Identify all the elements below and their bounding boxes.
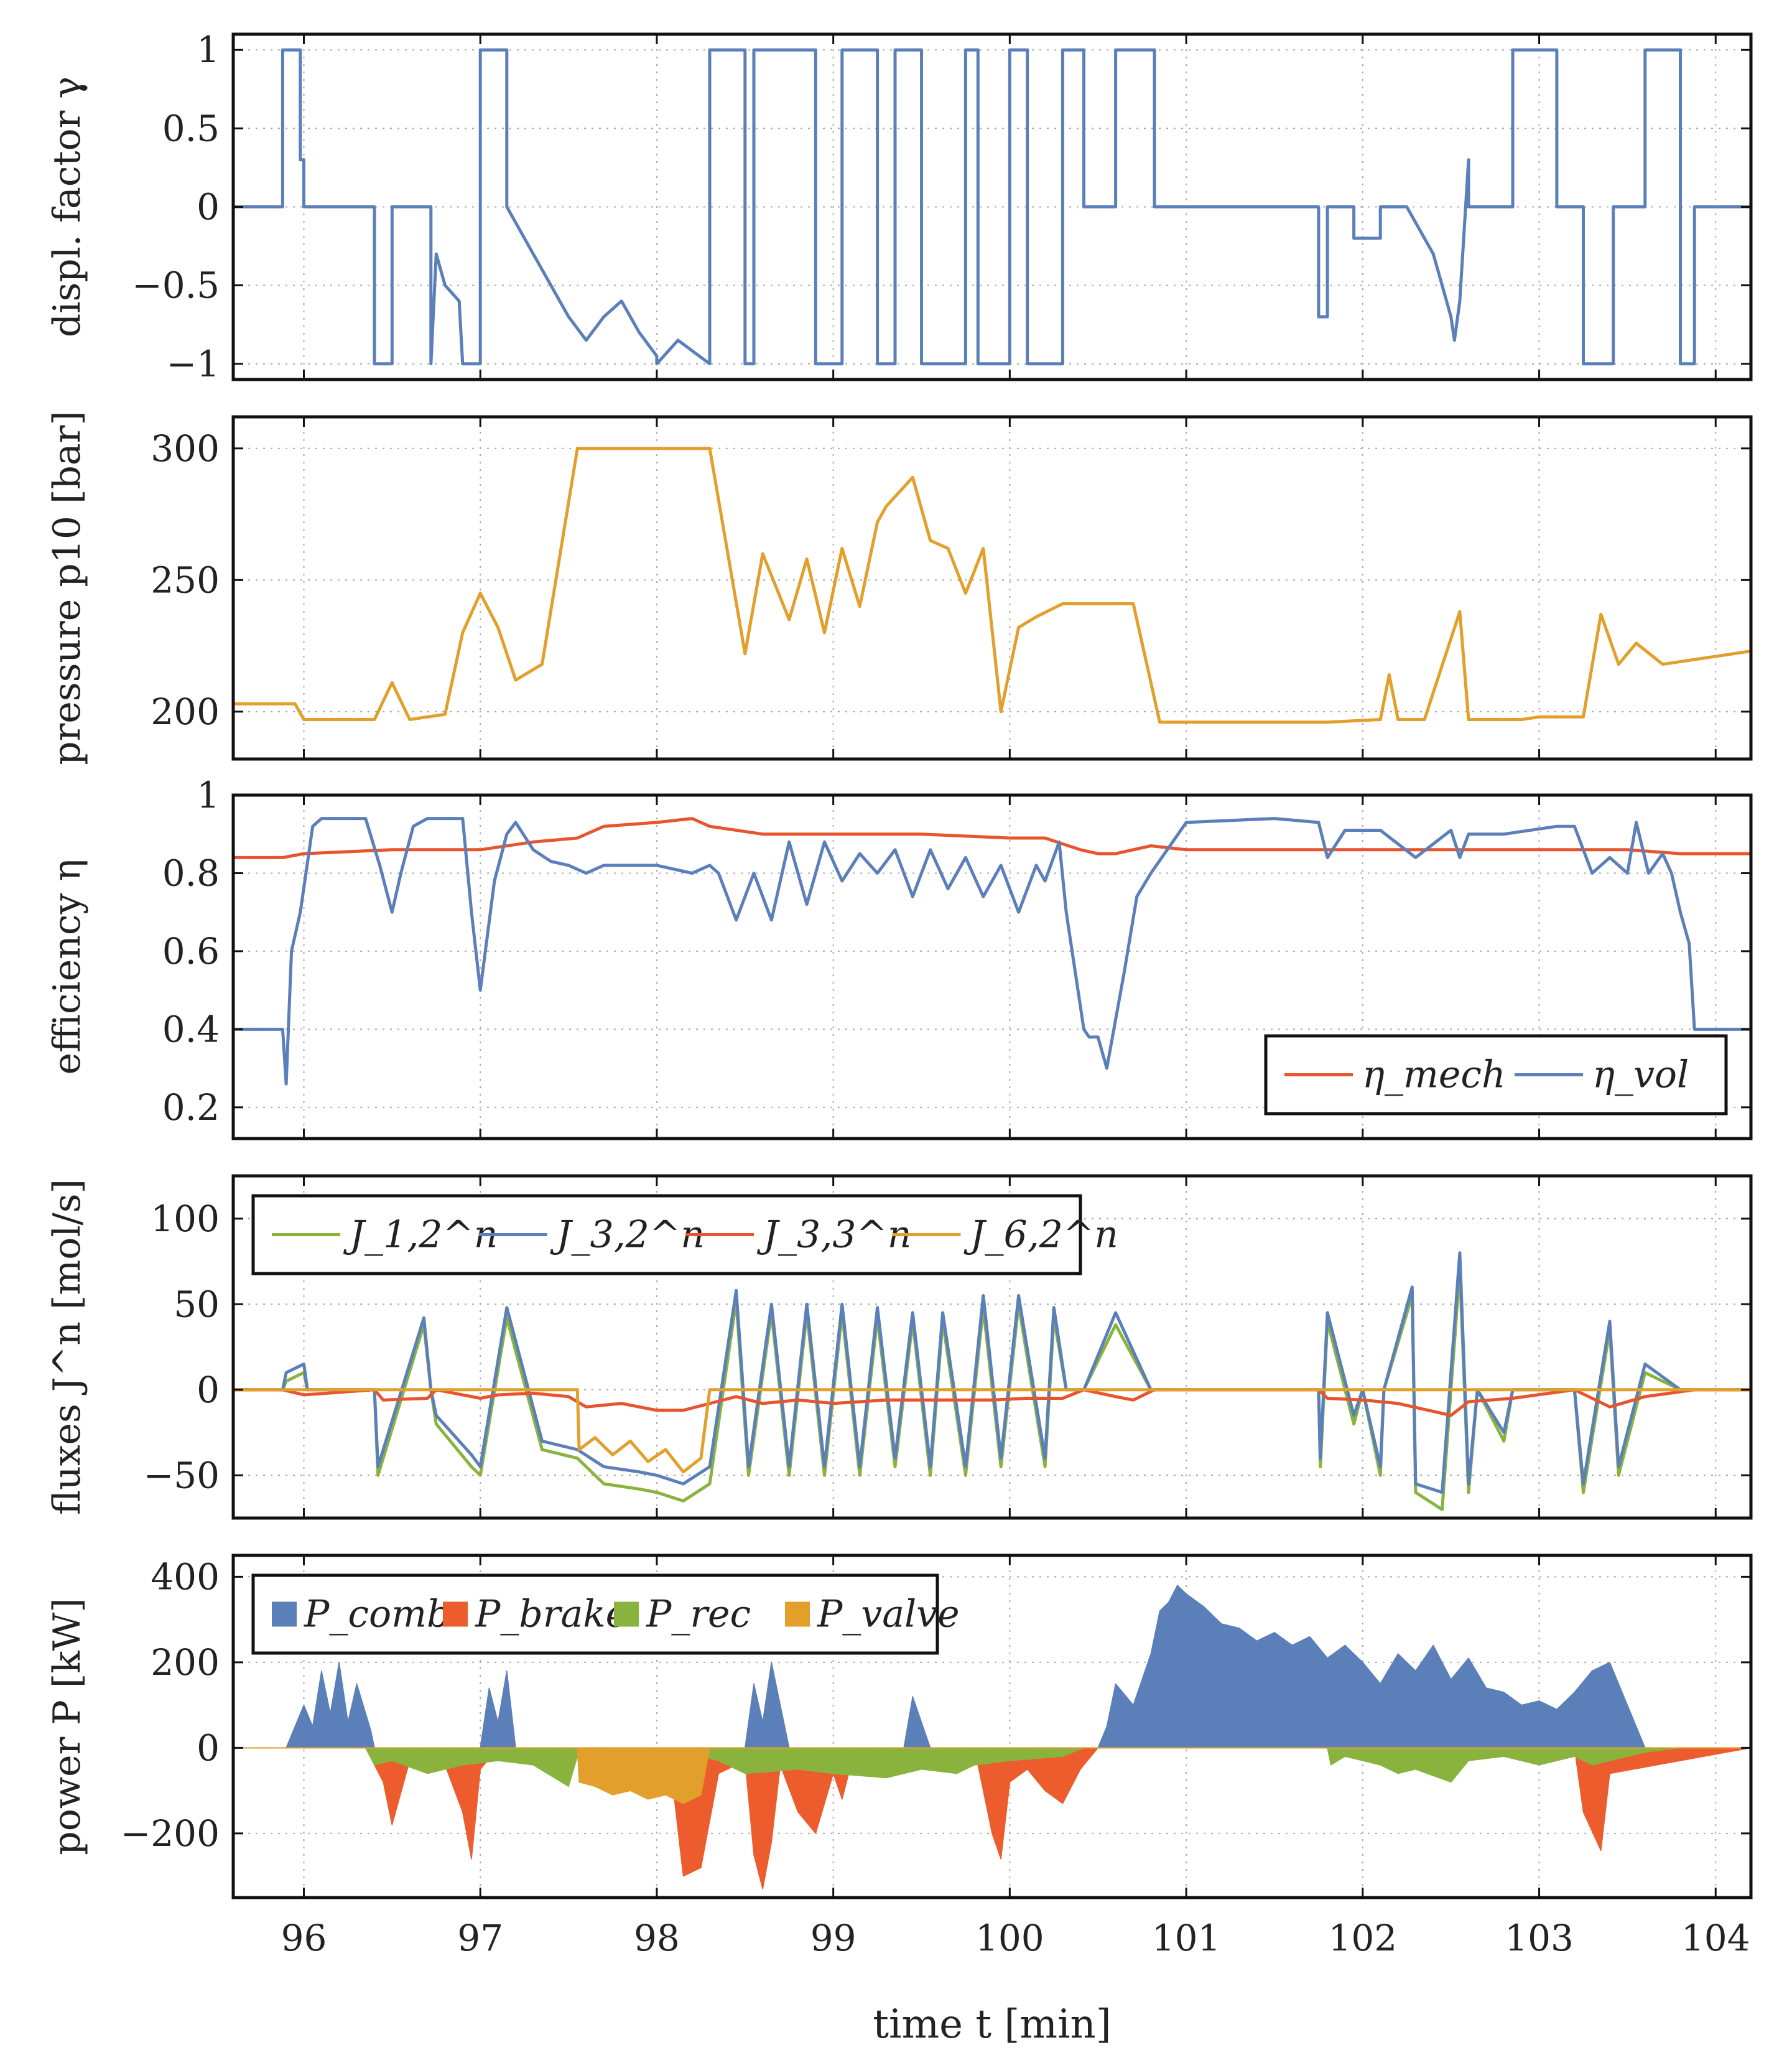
line-series-j-6-2-n <box>233 1388 1751 1474</box>
line-series-j-3-2-n <box>233 1251 1751 1494</box>
y-tick-label: −1 <box>167 343 220 385</box>
y-tick-label: −200 <box>121 1812 220 1855</box>
x-axis-label: time t [min] <box>873 2001 1111 2048</box>
y-tick-label: 0 <box>197 1726 220 1769</box>
legend-swatch <box>614 1601 639 1627</box>
y-axis-label: power P [kW] <box>45 1598 89 1855</box>
axes-frame <box>231 415 1753 761</box>
x-tick-label: 96 <box>281 1917 327 1959</box>
y-tick-label: 200 <box>151 691 220 733</box>
axes-frame <box>231 793 1753 1140</box>
y-tick-label: 400 <box>151 1555 220 1598</box>
legend-swatch <box>272 1601 297 1627</box>
x-tick-label: 100 <box>975 1917 1044 1959</box>
plot-area <box>233 1251 1751 1511</box>
x-axis-ticks: 96 97 98 99 100 101 102 103 104 <box>281 1917 1750 1959</box>
y-axis-label: pressure p10 [bar] <box>45 411 89 765</box>
line-series-p10 <box>233 447 1751 724</box>
area-series-p-brake <box>233 1747 1751 1890</box>
y-tick-label: −50 <box>144 1454 220 1496</box>
panel-3: 0.2 0.4 0.6 0.8 1 efficiency η η_mech η_vol <box>45 774 1753 1140</box>
plot-area <box>233 447 1751 724</box>
y-tick-label: 0 <box>197 1369 220 1411</box>
y-tick-label: 300 <box>151 427 220 470</box>
area-series-p-comb <box>233 1585 1751 1749</box>
legend-entry: P_rec <box>646 1593 751 1636</box>
legend-entry: P_valve <box>817 1593 960 1636</box>
legend: P_comb P_brake P_rec P_valve <box>251 1573 960 1655</box>
x-tick-label: 97 <box>457 1917 503 1959</box>
y-tick-label: 0.5 <box>162 107 220 149</box>
y-tick-label: 200 <box>151 1641 220 1684</box>
axes-frame <box>231 1174 1753 1520</box>
panel-2: 200 250 300 pressure p10 [bar] <box>45 411 1753 765</box>
legend-entry: P_brake <box>475 1593 628 1636</box>
axes-frame <box>231 1554 1753 1899</box>
y-tick-label: 0.8 <box>162 852 220 894</box>
y-tick-label: 0.2 <box>162 1086 220 1129</box>
plot-area <box>233 1585 1751 1890</box>
plot-area <box>233 817 1751 1086</box>
panel-1: −1 −0.5 0 0.5 1 displ. factor γ <box>45 29 1753 385</box>
legend: η_mech η_vol <box>1264 1034 1728 1116</box>
y-tick-label: −0.5 <box>132 264 220 307</box>
legend-box <box>251 1573 939 1655</box>
y-tick-label: 250 <box>151 559 220 601</box>
x-tick-label: 101 <box>1152 1917 1221 1959</box>
legend-entry: J_1,2^n <box>343 1213 498 1257</box>
legend-entry: J_3,2^n <box>550 1213 705 1257</box>
plot-area <box>233 48 1751 366</box>
y-tick-label: 0.6 <box>162 930 220 972</box>
legend-entry: η_mech <box>1362 1053 1506 1097</box>
legend-entry: J_6,2^n <box>963 1213 1118 1257</box>
legend-entry: P_comb <box>304 1593 450 1636</box>
y-axis-label: displ. factor γ <box>45 77 89 338</box>
y-tick-label: 1 <box>197 774 220 816</box>
line-series--mech <box>233 817 1751 859</box>
legend-swatch <box>443 1601 468 1627</box>
panels: −1 −0.5 0 0.5 1 displ. factor γ 200 250 300 press… <box>45 29 1753 1899</box>
y-axis-label: fluxes J^n [mol/s] <box>45 1179 89 1515</box>
x-tick-label: 104 <box>1681 1917 1750 1959</box>
y-tick-label: 0.4 <box>162 1008 220 1050</box>
x-tick-label: 102 <box>1328 1917 1397 1959</box>
x-tick-label: 99 <box>810 1917 857 1959</box>
x-tick-label: 103 <box>1505 1917 1574 1959</box>
legend: J_1,2^n J_3,2^n J_3,3^n J_6,2^n <box>251 1194 1118 1275</box>
x-tick-label: 98 <box>634 1917 680 1959</box>
y-tick-label: 50 <box>174 1283 220 1325</box>
area-series-p-rec <box>233 1747 1751 1787</box>
y-tick-label: 0 <box>197 186 220 228</box>
line-series-- <box>233 48 1751 366</box>
y-tick-label: 100 <box>151 1198 220 1240</box>
legend-entry: J_3,3^n <box>756 1213 911 1257</box>
line-series--vol <box>233 817 1751 1086</box>
legend-entry: η_vol <box>1592 1053 1689 1097</box>
legend-swatch <box>785 1601 810 1627</box>
line-series-j-3-3-n <box>233 1388 1751 1417</box>
panel-5: −200 0 200 400 power P [kW] P_comb P_brake P_re… <box>45 1554 1753 1899</box>
y-tick-label: 1 <box>197 29 220 71</box>
y-axis-label: efficiency η <box>45 859 89 1075</box>
panel-4: −50 0 50 100 fluxes J^n [mol/s] J_1,2^n J_3,2^… <box>45 1174 1753 1520</box>
